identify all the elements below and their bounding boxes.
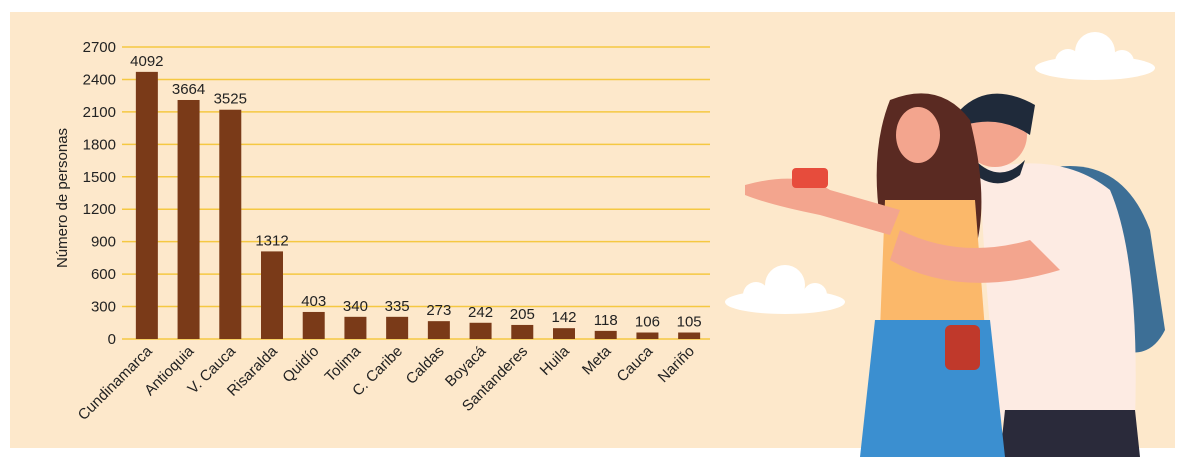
bar bbox=[553, 328, 575, 339]
bar bbox=[469, 322, 492, 339]
y-tick-label: 0 bbox=[108, 331, 116, 348]
y-tick-label: 600 bbox=[91, 266, 116, 283]
bar-annotation: 118 bbox=[594, 312, 618, 329]
bar bbox=[302, 311, 325, 339]
y-tick-label: 1800 bbox=[83, 136, 116, 153]
y-tick-label: 900 bbox=[91, 234, 116, 251]
y-axis-title: Número de personas bbox=[54, 128, 71, 268]
bar bbox=[344, 316, 367, 339]
bar-annotation: 242 bbox=[468, 304, 493, 321]
y-tick-label: 2100 bbox=[83, 104, 116, 121]
bar-annotation: 106 bbox=[635, 314, 660, 331]
bar-annotation: 142 bbox=[551, 309, 576, 326]
illustration bbox=[725, 32, 1165, 457]
bar bbox=[511, 324, 534, 339]
bar-annotation: 4092 bbox=[130, 53, 163, 70]
bar-annotation: 3525 bbox=[214, 91, 247, 108]
bar-annotation: 340 bbox=[343, 298, 368, 315]
bar bbox=[219, 109, 242, 340]
bar bbox=[135, 71, 158, 339]
y-tick-label: 2400 bbox=[83, 71, 116, 88]
y-tick-label: 2700 bbox=[83, 39, 116, 56]
bar bbox=[636, 332, 659, 339]
bar-annotation: 403 bbox=[301, 293, 326, 310]
bar bbox=[594, 330, 617, 339]
y-tick-label: 300 bbox=[91, 299, 116, 316]
bar bbox=[427, 321, 450, 339]
y-tick-label: 1200 bbox=[83, 201, 116, 218]
bar-annotation: 1312 bbox=[255, 232, 288, 249]
bar-annotation: 273 bbox=[426, 302, 451, 319]
bar bbox=[386, 316, 409, 339]
y-tick-label: 1500 bbox=[83, 169, 116, 186]
bar-annotation: 3664 bbox=[172, 81, 205, 98]
bar-annotation: 205 bbox=[510, 306, 535, 323]
bar-annotation: 105 bbox=[677, 314, 702, 331]
bar bbox=[261, 251, 283, 339]
bar bbox=[678, 332, 701, 339]
bar-annotation: 335 bbox=[385, 298, 410, 315]
bar bbox=[177, 99, 200, 340]
